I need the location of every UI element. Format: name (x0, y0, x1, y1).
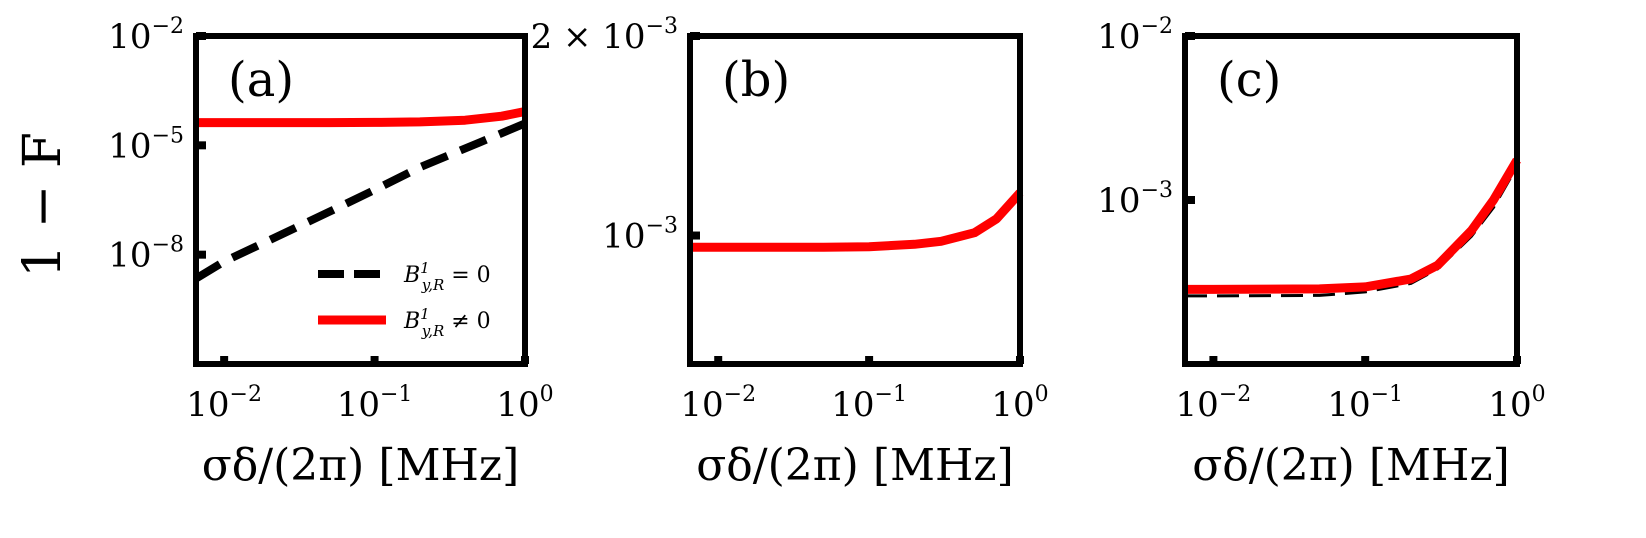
legend: B1 y,R = 0 B1 y,R ≠ 0 (318, 259, 491, 340)
series-line-b-nonzero (196, 107, 526, 128)
y-tick-label: 2 × 10−3 (531, 14, 678, 57)
panel-c: 10−2 10−1 100 10−2 10−3 (c) σδ/(2π) [MHz] (1097, 14, 1545, 491)
panel-b: 10−2 10−1 100 2 × 10−3 10−3 (b) σδ/(2π) [MHz] (531, 14, 1049, 491)
panel-a: 10−2 10−1 100 10−2 10−5 10−8 (a) σδ/(2π) [MHz] B… (108, 14, 553, 491)
series-line-b-zero (690, 191, 1022, 249)
plot-frame (687, 33, 1023, 367)
y-tick-label: 10−2 (108, 14, 184, 57)
x-axis-label: σδ/(2π) [MHz] (202, 440, 520, 491)
y-tick-label: 10−3 (1097, 178, 1173, 221)
y-tick-label: 10−2 (1097, 14, 1173, 57)
y-tick-label: 10−5 (108, 123, 184, 166)
series-line-b-nonzero (1185, 157, 1521, 294)
panel-label: (b) (722, 52, 790, 108)
x-tick-label: 100 (1488, 382, 1545, 425)
plot-frame (193, 33, 528, 367)
x-tick-label: 10−1 (831, 382, 907, 425)
panel-label: (c) (1217, 52, 1281, 108)
series-line-b-nonzero (690, 189, 1024, 252)
y-tick-label: 10−8 (108, 233, 184, 276)
legend-label: B1 y,R = 0 (403, 259, 491, 294)
panel-label: (a) (228, 52, 294, 108)
series-line-b-zero (193, 119, 527, 283)
x-tick-label: 10−2 (186, 382, 262, 425)
x-tick-label: 10−1 (337, 382, 413, 425)
legend-label: B1 y,R ≠ 0 (403, 305, 491, 340)
x-tick-label: 10−2 (680, 382, 756, 425)
x-tick-label: 100 (991, 382, 1048, 425)
x-axis-label: σδ/(2π) [MHz] (696, 440, 1014, 491)
y-tick-label: 10−3 (602, 214, 678, 257)
x-tick-label: 10−1 (1327, 382, 1403, 425)
x-tick-label: 100 (496, 382, 553, 425)
y-axis-label: 1 − F (13, 132, 73, 278)
x-tick-label: 10−2 (1176, 382, 1252, 425)
x-axis-label: σδ/(2π) [MHz] (1192, 440, 1510, 491)
